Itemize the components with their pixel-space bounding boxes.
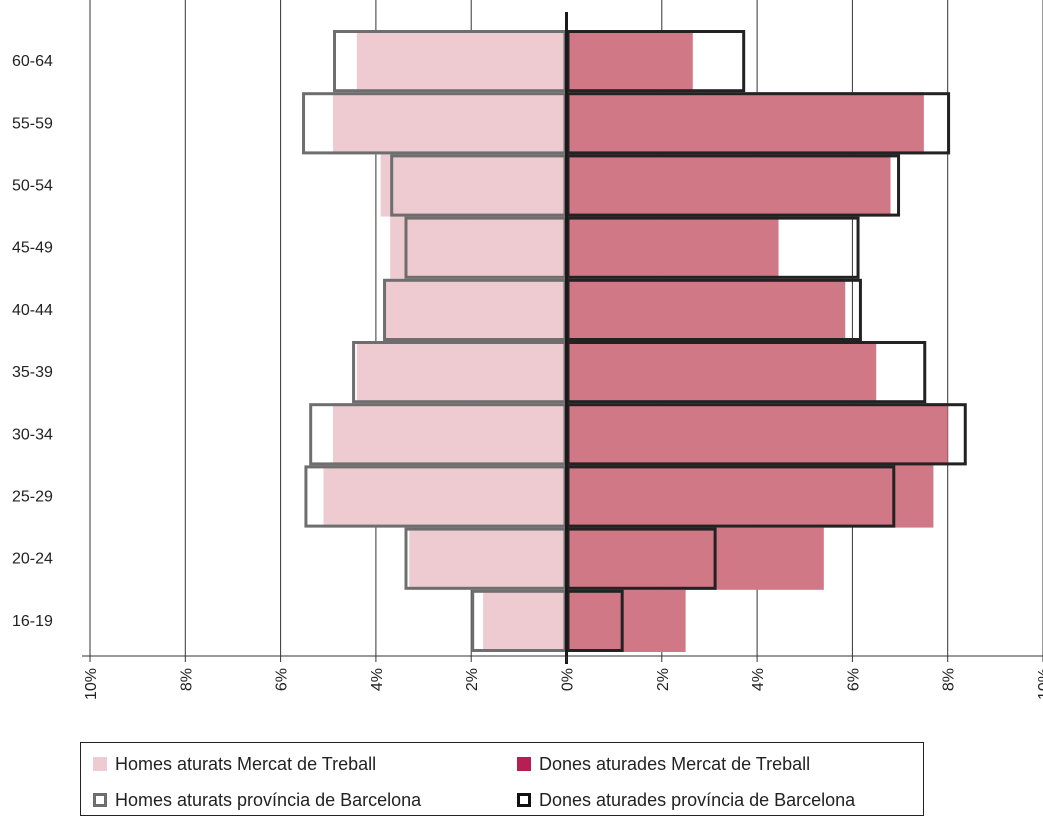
x-tick-label: 2% xyxy=(464,668,481,691)
bar-homes-aturats-mercat-de-treball xyxy=(356,341,567,404)
legend-label-homes-provincia: Homes aturats província de Barcelona xyxy=(115,789,422,810)
bar-dones-aturades-mercat-de-treball xyxy=(566,465,934,528)
category-label: 40-44 xyxy=(12,302,53,319)
bar-homes-aturats-mercat-de-treball xyxy=(333,92,567,155)
bar-homes-aturats-mercat-de-treball xyxy=(380,154,567,217)
category-label: 20-24 xyxy=(12,551,53,568)
x-tick-label: 6% xyxy=(274,668,291,691)
x-tick-label: 0% xyxy=(560,668,577,691)
legend-label-dones-provincia: Dones aturades província de Barcelona xyxy=(539,789,856,810)
legend-item-homes-mercat: Homes aturats Mercat de Treball xyxy=(93,753,376,775)
bar-homes-aturats-mercat-de-treball xyxy=(483,589,567,652)
category-label: 45-49 xyxy=(12,240,53,257)
category-label: 16-19 xyxy=(12,613,53,630)
category-label: 35-39 xyxy=(12,364,53,381)
bar-dones-aturades-mercat-de-treball xyxy=(566,216,779,279)
category-label: 60-64 xyxy=(12,53,53,70)
bar-homes-aturats-mercat-de-treball xyxy=(385,278,567,341)
legend-swatch-dones-mercat xyxy=(517,757,531,771)
legend-swatch-dones-provincia xyxy=(517,793,531,807)
x-tick-label: 2% xyxy=(655,668,672,691)
legend-swatch-homes-mercat xyxy=(93,757,107,771)
legend-label-homes-mercat: Homes aturats Mercat de Treball xyxy=(115,753,377,774)
x-tick-label: 4% xyxy=(750,668,767,691)
legend-item-homes-provincia: Homes aturats província de Barcelona xyxy=(93,789,421,811)
bar-dones-aturades-mercat-de-treball xyxy=(566,527,824,590)
bar-homes-aturats-mercat-de-treball xyxy=(356,30,567,93)
bar-dones-aturades-mercat-de-treball xyxy=(566,30,693,93)
bar-homes-aturats-mercat-de-treball xyxy=(333,403,567,466)
bar-homes-aturats-mercat-de-treball xyxy=(323,465,567,528)
x-tick-label: 10% xyxy=(1036,668,1043,700)
x-tick-label: 10% xyxy=(83,668,100,700)
legend-item-dones-mercat: Dones aturades Mercat de Treball xyxy=(517,753,810,775)
category-label: 55-59 xyxy=(12,115,53,132)
bar-homes-aturats-mercat-de-treball xyxy=(390,216,567,279)
x-tick-label: 8% xyxy=(178,668,195,691)
category-label: 50-54 xyxy=(12,178,53,195)
bar-dones-aturades-mercat-de-treball xyxy=(566,278,846,341)
population-pyramid-chart: 16-19 20-24 25-29 30-34 35-39 40-44 45-49 50-54… xyxy=(12,0,1043,700)
legend-label-dones-mercat: Dones aturades Mercat de Treball xyxy=(539,753,811,774)
bar-dones-aturades-mercat-de-treball xyxy=(566,341,877,404)
legend-item-dones-provincia: Dones aturades província de Barcelona xyxy=(517,789,855,811)
x-tick-label: 8% xyxy=(941,668,958,691)
x-tick-label: 6% xyxy=(845,668,862,691)
bar-dones-aturades-mercat-de-treball xyxy=(566,92,924,155)
legend: Homes aturats Mercat de Treball Dones at… xyxy=(80,742,924,816)
bar-dones-aturades-mercat-de-treball xyxy=(566,154,891,217)
category-label: 25-29 xyxy=(12,489,53,506)
legend-swatch-homes-provincia xyxy=(93,793,107,807)
category-label: 30-34 xyxy=(12,426,53,443)
bar-homes-aturats-mercat-de-treball xyxy=(409,527,567,590)
bar-dones-aturades-mercat-de-treball xyxy=(566,403,948,466)
bar-dones-aturades-mercat-de-treball xyxy=(566,589,686,652)
x-tick-label: 4% xyxy=(369,668,386,691)
